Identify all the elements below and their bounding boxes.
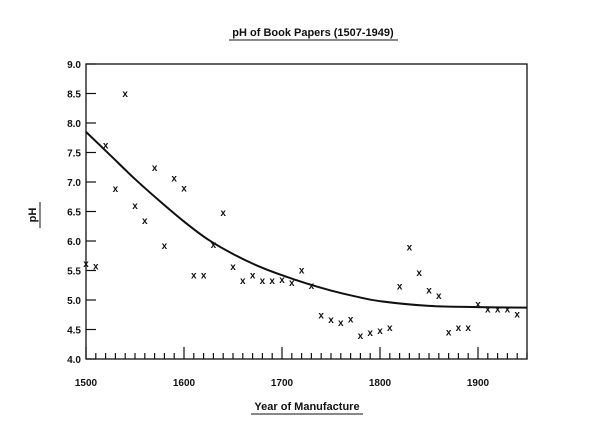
y-tick-label: 7.5 xyxy=(67,149,81,160)
data-point: x xyxy=(171,173,177,184)
data-point: x xyxy=(152,163,158,174)
data-point: x xyxy=(426,285,432,296)
data-point: x xyxy=(289,278,295,289)
data-point: x xyxy=(142,216,148,227)
data-point: x xyxy=(269,276,275,287)
data-point: x xyxy=(103,140,109,151)
x-tick-label: 1500 xyxy=(75,378,98,389)
data-point: x xyxy=(83,259,89,270)
data-point: x xyxy=(436,291,442,302)
data-point: x xyxy=(505,304,511,315)
data-point: x xyxy=(279,275,285,286)
y-tick-label: 6.5 xyxy=(67,208,81,219)
y-tick-label: 7.0 xyxy=(67,178,81,189)
plot-frame xyxy=(85,63,528,360)
data-point: x xyxy=(348,314,354,325)
x-tick-label: 1700 xyxy=(271,378,294,389)
data-point: x xyxy=(93,261,99,272)
data-point: x xyxy=(377,326,383,337)
data-point: x xyxy=(367,328,373,339)
data-point: x xyxy=(201,271,207,282)
data-point: x xyxy=(495,304,501,315)
chart-title: pH of Book Papers (1507-1949) xyxy=(232,27,394,39)
data-point: x xyxy=(220,208,226,219)
data-point: x xyxy=(299,265,305,276)
data-point: x xyxy=(338,318,344,329)
x-tick-label: 1600 xyxy=(173,378,196,389)
y-tick-label: 8.0 xyxy=(67,119,81,130)
data-point: x xyxy=(475,300,481,311)
data-point: x xyxy=(318,310,324,321)
fitted-curve xyxy=(85,131,528,309)
y-tick-label: 6.0 xyxy=(67,237,81,248)
data-point: x xyxy=(211,240,217,251)
data-point: x xyxy=(328,315,334,326)
data-point: x xyxy=(407,242,413,253)
x-tick-label: 1800 xyxy=(369,378,392,389)
y-tick-label: 4.0 xyxy=(67,355,81,366)
data-point: x xyxy=(113,184,119,195)
data-point: x xyxy=(514,310,520,321)
data-point: x xyxy=(122,89,128,100)
data-point: x xyxy=(162,241,168,252)
data-point: x xyxy=(309,281,315,292)
data-point: x xyxy=(465,323,471,334)
data-point: x xyxy=(260,276,266,287)
data-point: x xyxy=(416,268,422,279)
y-axis-label: pH xyxy=(27,208,39,223)
data-point: x xyxy=(358,331,364,342)
y-tick-label: 9.0 xyxy=(67,60,81,71)
y-tick-label: 5.0 xyxy=(67,296,81,307)
data-point: x xyxy=(240,276,246,287)
data-point: x xyxy=(446,327,452,338)
data-point: x xyxy=(387,323,393,334)
x-tick-label: 1900 xyxy=(467,378,490,389)
y-tick-label: 5.5 xyxy=(67,267,81,278)
data-point: x xyxy=(132,201,138,212)
data-point: x xyxy=(181,183,187,194)
data-point: x xyxy=(230,262,236,273)
y-tick-label: 4.5 xyxy=(67,326,81,337)
data-point: x xyxy=(250,271,256,282)
data-point: x xyxy=(485,304,491,315)
data-point: x xyxy=(456,323,462,334)
data-point: x xyxy=(397,281,403,292)
x-axis-label: Year of Manufacture xyxy=(254,401,359,413)
data-point: x xyxy=(191,271,197,282)
y-tick-label: 8.5 xyxy=(67,90,81,101)
